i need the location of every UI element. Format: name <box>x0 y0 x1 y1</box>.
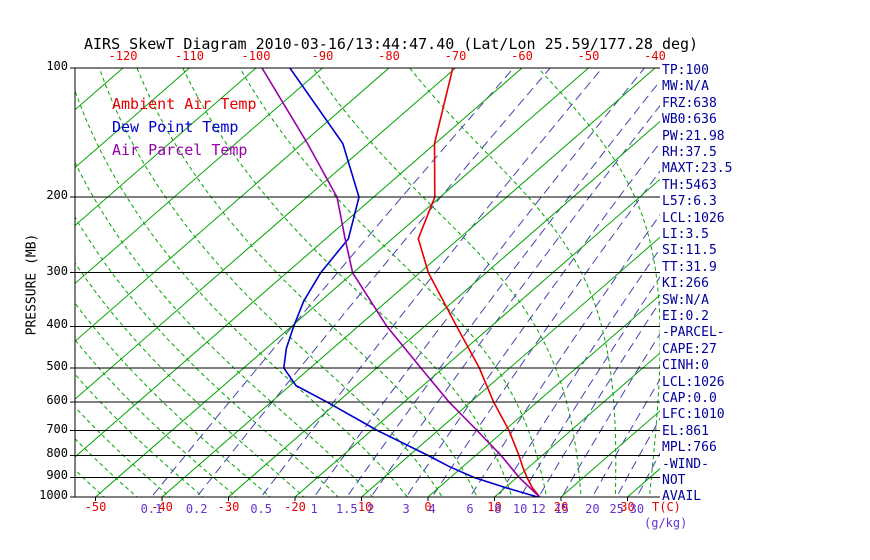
stat-line: L57:6.3 <box>662 194 717 210</box>
stat-line: FRZ:638 <box>662 95 717 111</box>
pressure-tick-label: 500 <box>46 358 68 373</box>
chart-title: AIRS SkewT Diagram 2010-03-16/13:44:47.4… <box>84 35 699 53</box>
stat-line: TH:5463 <box>662 177 717 193</box>
mixing-ratio-tick-label: 20 <box>585 502 600 516</box>
bottom-temp-tick-label: -30 <box>217 500 240 514</box>
mixing-ratio-tick-label: 15 <box>554 502 570 516</box>
stat-line: NOT <box>662 473 686 488</box>
pressure-tick-label: 600 <box>46 392 68 407</box>
mixing-ratio-tick-label: 8 <box>494 502 502 516</box>
mixing-ratio-tick-label: 2 <box>367 502 375 516</box>
stat-line: LI:3.5 <box>662 227 709 242</box>
stat-line: CINH:0 <box>662 358 709 374</box>
bottom-temp-tick-label: -20 <box>284 500 306 514</box>
pressure-tick-label: 800 <box>46 446 68 461</box>
pressure-tick-label: 200 <box>46 188 68 203</box>
stat-line: RH:37.5 <box>662 145 717 160</box>
temp-unit-label: T(C) <box>652 500 681 514</box>
mixing-ratio-tick-label: 0.2 <box>185 502 208 516</box>
stat-line: KI:266 <box>662 276 709 292</box>
bottom-temp-tick-label: 0 <box>424 500 432 514</box>
pressure-tick-label: 1000 <box>39 488 68 502</box>
stat-line: CAPE:27 <box>662 341 717 357</box>
bottom-temp-tick-label: -40 <box>151 500 173 514</box>
top-temp-tick-label: -80 <box>378 49 400 63</box>
stat-line: -PARCEL- <box>662 325 725 341</box>
bottom-temp-tick-label: 20 <box>553 500 569 514</box>
top-temp-tick-label: -50 <box>577 49 600 63</box>
stat-line: PW:21.98 <box>662 128 725 144</box>
stat-line: LCL:1026 <box>662 210 725 226</box>
top-temp-tick-label: -110 <box>175 49 204 63</box>
mixing-ratio-tick-label: 3 <box>402 502 410 516</box>
mixing-ratio-tick-label: 1 <box>310 502 318 516</box>
stat-line: TT:31.9 <box>662 259 717 275</box>
legend-ambient-air-temp: Ambient Air Temp <box>112 95 257 113</box>
mixing-ratio-tick-label: 6 <box>466 502 474 516</box>
stat-line: -WIND- <box>662 456 709 472</box>
stat-line: LCL:1026 <box>662 374 725 390</box>
mixing-ratio-tick-label: 0.1 <box>140 502 163 516</box>
top-temp-tick-label: -40 <box>644 49 666 63</box>
bottom-temp-tick-label: -50 <box>84 500 107 514</box>
top-temp-tick-label: -120 <box>108 49 138 63</box>
mixing-ratio-tick-label: 12 <box>531 502 546 516</box>
mixing-ratio-tick-label: 10 <box>512 502 528 516</box>
stat-line: LFC:1010 <box>662 407 725 423</box>
stat-line: MAXT:23.5 <box>662 161 733 177</box>
mixing-ratio-tick-label: 25 <box>609 502 624 516</box>
pressure-tick-label: 300 <box>46 263 68 278</box>
mixing-ratio-tick-label: 1.5 <box>335 502 358 516</box>
pressure-tick-label: 700 <box>46 421 68 436</box>
top-temp-tick-label: -70 <box>444 49 467 63</box>
legend-air-parcel-temp: Air Parcel Temp <box>112 141 248 159</box>
stat-line: EL:861 <box>662 423 709 439</box>
stat-line: SW:N/A <box>662 292 709 308</box>
top-temp-tick-label: -90 <box>311 49 334 63</box>
bottom-temp-tick-label: -10 <box>350 500 373 514</box>
stat-line: WB0:636 <box>662 112 717 128</box>
stat-line: AVAIL <box>662 489 702 505</box>
pressure-tick-label: 400 <box>46 317 68 332</box>
legend-dew-point-temp: Dew Point Temp <box>112 118 239 136</box>
stat-line: EI:0.2 <box>662 309 709 324</box>
stat-line: TP:100 <box>662 63 709 78</box>
pressure-tick-label: 100 <box>46 59 68 73</box>
stat-line: MPL:766 <box>662 440 717 456</box>
mixing-unit-label: (g/kg) <box>644 516 688 530</box>
stat-line: SI:11.5 <box>662 243 717 259</box>
mixing-ratio-tick-label: 0.5 <box>250 502 273 516</box>
bottom-temp-tick-label: 10 <box>487 500 502 514</box>
plot-area <box>75 68 660 497</box>
mixing-ratio-tick-label: 30 <box>629 502 645 516</box>
stat-line: MW:N/A <box>662 79 709 95</box>
mixing-ratio-tick-label: 4 <box>428 502 436 516</box>
pressure-tick-label: 900 <box>46 468 68 483</box>
top-temp-tick-label: -60 <box>511 49 533 63</box>
bottom-temp-tick-label: 30 <box>620 500 635 514</box>
top-temp-tick-label: -100 <box>241 49 271 63</box>
stat-line: CAP:0.0 <box>662 391 717 406</box>
